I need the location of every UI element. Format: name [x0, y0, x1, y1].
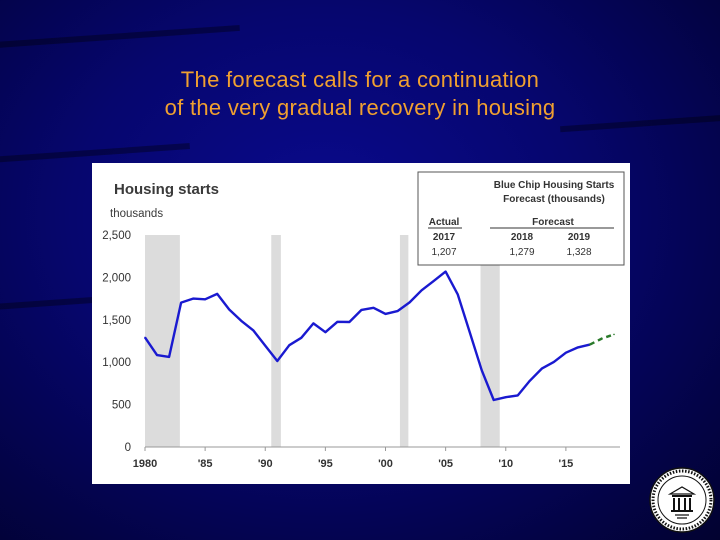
actual-data-point: [312, 322, 315, 325]
actual-data-point: [456, 293, 459, 296]
y-axis-unit-label: thousands: [110, 208, 163, 220]
background-stripe: [0, 143, 190, 163]
federal-reserve-seal-icon: [649, 467, 715, 533]
actual-data-point: [252, 329, 254, 332]
actual-data-point: [360, 309, 363, 311]
inset-forecast-header: Forecast: [532, 217, 574, 228]
forecast-series-line: [589, 333, 615, 346]
slide-title: The forecast calls for a continuation of…: [0, 66, 720, 122]
x-tick-label: '90: [258, 458, 273, 470]
recession-band: [271, 235, 281, 447]
inset-value-actual: 1,207: [431, 247, 456, 258]
actual-data-point: [577, 346, 579, 349]
inset-title-line-2: Forecast (thousands): [503, 194, 605, 205]
actual-data-point: [541, 367, 543, 370]
forecast-data-point: [589, 343, 591, 346]
forecast-data-point: [613, 333, 615, 336]
recession-band: [399, 235, 409, 447]
y-tick-label: 1,000: [102, 357, 131, 369]
y-tick-label: 0: [125, 442, 131, 454]
actual-data-point: [336, 321, 339, 323]
x-tick-label: 1980: [133, 458, 157, 470]
y-tick-label: 2,000: [102, 272, 131, 284]
actual-data-point: [300, 337, 303, 339]
actual-data-point: [204, 298, 206, 301]
actual-data-point: [240, 320, 242, 322]
actual-data-point: [565, 351, 567, 354]
y-tick-label: 2,500: [102, 230, 131, 242]
recession-band: [145, 235, 180, 447]
x-tick-label: '15: [558, 458, 573, 470]
y-tick-label: 1,500: [102, 315, 131, 327]
slide-title-line-1: The forecast calls for a continuation: [180, 67, 540, 92]
actual-data-point: [156, 354, 158, 356]
slide-title-line-2: of the very gradual recovery in housing: [164, 95, 556, 120]
inset-year-forecast-2: 2019: [568, 232, 591, 243]
actual-data-point: [408, 301, 411, 304]
actual-data-point: [492, 399, 495, 401]
actual-data-point: [444, 270, 447, 273]
inset-year-actual: 2017: [433, 232, 456, 243]
x-tick-label: '05: [438, 458, 453, 470]
x-tick-label: '00: [378, 458, 393, 470]
actual-data-point: [228, 308, 230, 311]
actual-data-point: [505, 396, 507, 398]
actual-data-point: [384, 313, 387, 315]
recession-band: [480, 235, 500, 447]
actual-data-point: [180, 301, 182, 304]
inset-title-line-1: Blue Chip Housing Starts: [494, 180, 615, 191]
x-tick-label: '95: [318, 458, 333, 470]
actual-data-point: [480, 369, 483, 371]
x-tick-label: '10: [498, 458, 513, 470]
forecast-inset: Blue Chip Housing Starts Forecast (thous…: [417, 171, 625, 266]
forecast-data-point: [601, 337, 603, 340]
forecast-inset-box: [417, 171, 625, 266]
actual-data-point: [468, 331, 471, 333]
actual-data-point: [348, 321, 351, 323]
x-tick-label: '85: [198, 458, 213, 470]
actual-data-point: [432, 280, 435, 282]
actual-data-point: [396, 310, 399, 312]
actual-data-point: [517, 394, 519, 397]
inset-value-forecast-1: 1,279: [509, 247, 534, 258]
actual-data-point: [216, 293, 218, 295]
actual-data-point: [372, 307, 375, 309]
inset-year-forecast-1: 2018: [511, 232, 534, 243]
actual-data-point: [288, 344, 291, 346]
y-tick-label: 500: [112, 400, 131, 412]
chart-panel: 2,500 2,000 1,500 1,000 500 0 1980 '85 '90 '95 '00…: [92, 163, 630, 484]
inset-actual-header: Actual: [429, 217, 460, 228]
inset-value-forecast-2: 1,328: [566, 247, 591, 258]
actual-data-point: [192, 297, 194, 300]
actual-data-point: [420, 289, 423, 292]
actual-series-line: [144, 270, 591, 402]
actual-data-point: [264, 345, 267, 347]
background-stripe: [0, 24, 240, 50]
actual-data-point: [168, 356, 170, 358]
actual-data-point: [529, 380, 531, 382]
actual-data-point: [276, 360, 279, 362]
actual-data-point: [324, 331, 327, 333]
actual-data-point: [144, 336, 146, 339]
actual-data-point: [553, 361, 555, 363]
chart-title: Housing starts: [114, 181, 219, 198]
